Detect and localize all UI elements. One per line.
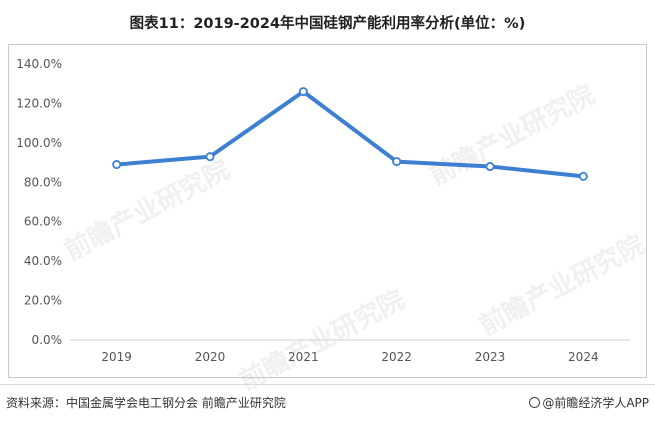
x-tick-label: 2019 [101, 350, 132, 364]
data-point [578, 171, 588, 181]
data-point [205, 152, 215, 162]
y-tick-label: 120.0% [16, 96, 62, 110]
x-tick-label: 2024 [568, 350, 599, 364]
y-tick-label: 140.0% [16, 57, 62, 71]
line-chart: 0.0% 20.0% 40.0% 60.0% 80.0% 100.0% 120.0% 140.… [16, 57, 630, 364]
y-tick-label: 20.0% [24, 294, 62, 308]
x-tick-label: 2020 [195, 350, 226, 364]
chart-frame [8, 44, 647, 378]
y-tick-label: 60.0% [24, 215, 62, 229]
series-line [114, 89, 586, 179]
footer: 资料来源：中国金属学会电工钢分会 前瞻产业研究院 @前瞻经济学人APP [0, 384, 655, 421]
data-point [485, 162, 495, 172]
data-point [392, 157, 402, 167]
brand-logo-icon [529, 397, 541, 408]
y-tick-label: 0.0% [32, 333, 63, 347]
source-text: 资料来源：中国金属学会电工钢分会 前瞻产业研究院 [6, 396, 286, 410]
x-tick-label: 2022 [381, 350, 412, 364]
brand-label: @前瞻经济学人APP [529, 394, 649, 411]
y-tick-label: 40.0% [24, 254, 62, 268]
y-tick-label: 100.0% [16, 136, 62, 150]
data-point [112, 160, 122, 170]
x-tick-label: 2023 [475, 350, 506, 364]
x-tick-label: 2021 [288, 350, 319, 364]
y-tick-label: 80.0% [24, 175, 62, 189]
brand-text: @前瞻经济学人APP [542, 396, 649, 410]
data-point [298, 87, 308, 97]
chart-title: 图表11：2019-2024年中国硅钢产能利用率分析(单位：%) [129, 16, 526, 32]
